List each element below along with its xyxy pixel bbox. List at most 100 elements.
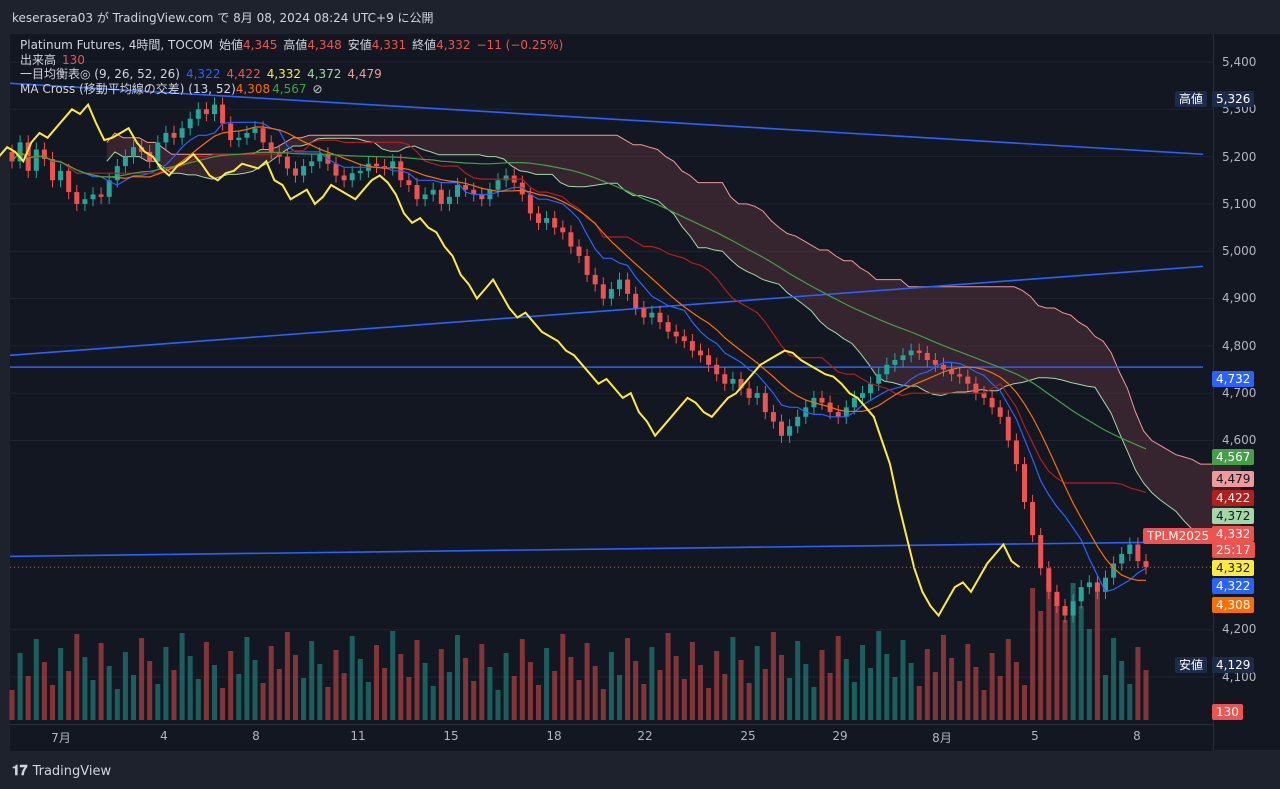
candle-body <box>949 369 955 375</box>
volume-bar <box>25 676 31 720</box>
legend-ma-row[interactable]: MA Cross (移動平均線の交差) (13, 52) 4,308 4,567… <box>20 82 563 97</box>
candle-body <box>357 170 363 174</box>
volume-bar <box>811 687 817 720</box>
candle-body <box>552 218 558 228</box>
trendline <box>9 82 1204 156</box>
candle-body <box>698 350 703 356</box>
candle-body <box>576 246 582 256</box>
volume-bar <box>779 655 784 720</box>
candle-body <box>689 341 695 351</box>
candle-body <box>495 180 501 190</box>
candle-body <box>657 312 663 323</box>
candle-body <box>131 147 136 157</box>
candle-body <box>284 156 290 169</box>
ichimoku-span-a-value: 4,372 <box>307 67 342 81</box>
volume-bar <box>544 648 550 720</box>
volume-bar <box>1119 661 1125 720</box>
volume-bar <box>787 678 793 720</box>
volume-bar <box>390 631 396 720</box>
volume-bar <box>74 634 80 720</box>
trendline <box>9 540 1204 558</box>
volume-bar <box>90 680 96 720</box>
candle-body <box>536 213 541 223</box>
candle-body <box>122 156 128 167</box>
volume-bar <box>916 686 922 720</box>
chart-legend: Platinum Futures, 4時間, TOCOM 始値 4,345 高値 4… <box>20 38 563 96</box>
candle-body <box>681 336 687 342</box>
ichimoku-label: 一目均衡表◎ (9, 26, 52, 26) <box>20 67 180 81</box>
volume-bar <box>592 666 598 720</box>
candle-body <box>746 388 752 398</box>
volume-bar <box>576 680 582 720</box>
x-tick-label: 11 <box>350 729 366 743</box>
volume-bar <box>1030 588 1036 720</box>
price-scale[interactable] <box>1213 34 1280 750</box>
volume-bar <box>1022 685 1027 720</box>
candle-body <box>714 364 720 375</box>
ma-slow-line <box>11 151 1147 450</box>
legend-volume-row[interactable]: 出来高 130 <box>20 53 563 68</box>
symbol-name[interactable]: Platinum Futures, 4時間, TOCOM <box>20 38 213 52</box>
volume-bar <box>827 673 833 720</box>
volume-bar <box>147 661 153 720</box>
volume-bar <box>260 683 266 720</box>
candle-body <box>957 374 963 377</box>
candle-body <box>633 293 639 308</box>
y-tick-label: 5,200 <box>1222 150 1257 164</box>
candle-body <box>187 118 193 129</box>
legend-symbol-row[interactable]: Platinum Futures, 4時間, TOCOM 始値 4,345 高値 4… <box>20 38 563 53</box>
volume-bar <box>519 639 525 720</box>
candle-body <box>390 161 396 169</box>
chart-pane[interactable] <box>10 34 1213 750</box>
volume-bar <box>957 681 963 720</box>
x-tick-label: 4 <box>160 729 168 743</box>
candle-body <box>544 218 550 223</box>
volume-bar <box>349 636 355 720</box>
volume-bar <box>746 683 752 720</box>
candle-body <box>908 350 914 356</box>
candle-body <box>98 194 104 197</box>
candle-body <box>244 132 250 138</box>
candle-body <box>1022 464 1027 502</box>
candle-body <box>1094 582 1100 592</box>
volume-bar <box>309 641 315 720</box>
volume-bar <box>382 668 388 720</box>
volume-bar <box>503 653 509 720</box>
volume-bar <box>293 655 298 720</box>
candle-body <box>989 397 995 408</box>
volume-bar <box>1054 597 1060 720</box>
volume-bar <box>876 631 882 720</box>
volume-bar <box>770 632 776 720</box>
volume-bar <box>114 689 120 720</box>
volume-bar <box>1135 647 1141 720</box>
volume-bar <box>236 674 242 720</box>
volume-bar <box>552 671 558 720</box>
volume-bar <box>673 656 679 720</box>
candle-body <box>82 199 88 204</box>
volume-bar <box>276 669 282 720</box>
candle-body <box>106 180 112 197</box>
volume-bar <box>1046 574 1052 720</box>
candle-body <box>795 416 801 427</box>
footer-brand[interactable]: 𝟏𝟕 TradingView <box>12 763 111 779</box>
candle-body <box>438 189 444 204</box>
candle-body <box>1135 544 1141 562</box>
volume-bar <box>446 672 452 720</box>
legend-ichimoku-row[interactable]: 一目均衡表◎ (9, 26, 52, 26) 4,322 4,422 4,332… <box>20 67 563 82</box>
volume-bar <box>106 666 112 720</box>
volume-bar <box>633 661 639 720</box>
volume-bar <box>317 664 323 720</box>
volume-bar <box>997 676 1003 720</box>
volume-bar <box>617 675 622 720</box>
candle-body <box>608 289 614 299</box>
volume-bar <box>608 652 614 720</box>
volume-bar <box>203 642 209 720</box>
open-value: 4,345 <box>243 38 278 52</box>
hidden-eye-icon[interactable]: ⊘ <box>312 81 323 96</box>
volume-bar <box>357 659 363 720</box>
tenkan-line <box>11 121 1147 593</box>
time-scale[interactable] <box>10 724 1213 751</box>
candle-body <box>66 170 72 193</box>
ma-fast-line <box>11 126 1147 582</box>
